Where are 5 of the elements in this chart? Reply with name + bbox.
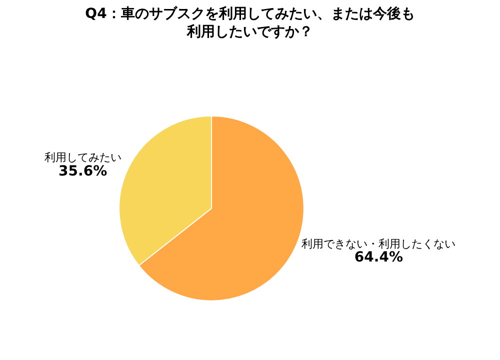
chart-title: Q4：車のサブスクを利用してみたい、または今後も利用したいですか？ [85,5,415,40]
slice-label: 利用できない・利用したくない [302,237,456,250]
data-label: 35.6% [58,163,108,180]
data-label: 64.4% [354,250,403,266]
slice-label: 利用してみたい [44,151,122,164]
